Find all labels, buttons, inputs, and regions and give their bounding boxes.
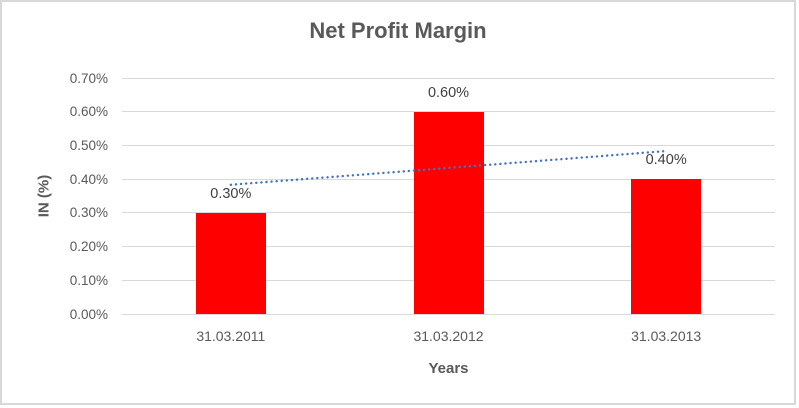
bar (631, 179, 702, 314)
y-tick-label: 0.10% (69, 272, 108, 288)
x-axis-line (122, 313, 775, 315)
y-tick-label: 0.00% (69, 306, 108, 322)
y-tick-label: 0.50% (69, 137, 108, 153)
y-tick-label: 0.60% (69, 104, 108, 120)
trendline (229, 149, 668, 186)
bar (195, 212, 266, 314)
y-tick-label: 0.70% (69, 70, 108, 86)
x-tick-label: 31.03.2013 (631, 328, 702, 344)
data-label: 0.60% (427, 84, 470, 101)
x-tick-label: 31.03.2012 (413, 328, 484, 344)
y-tick-label: 0.30% (69, 205, 108, 221)
y-tick-label: 0.20% (69, 239, 108, 255)
y-tick-label: 0.40% (69, 171, 108, 187)
x-axis-title: Years (428, 360, 469, 377)
x-tick-label: 31.03.2011 (196, 328, 266, 344)
bar (413, 111, 484, 314)
data-label: 0.30% (210, 185, 252, 202)
chart-title: Net Profit Margin (309, 18, 487, 43)
data-label: 0.40% (645, 152, 687, 169)
gridline (122, 77, 775, 79)
